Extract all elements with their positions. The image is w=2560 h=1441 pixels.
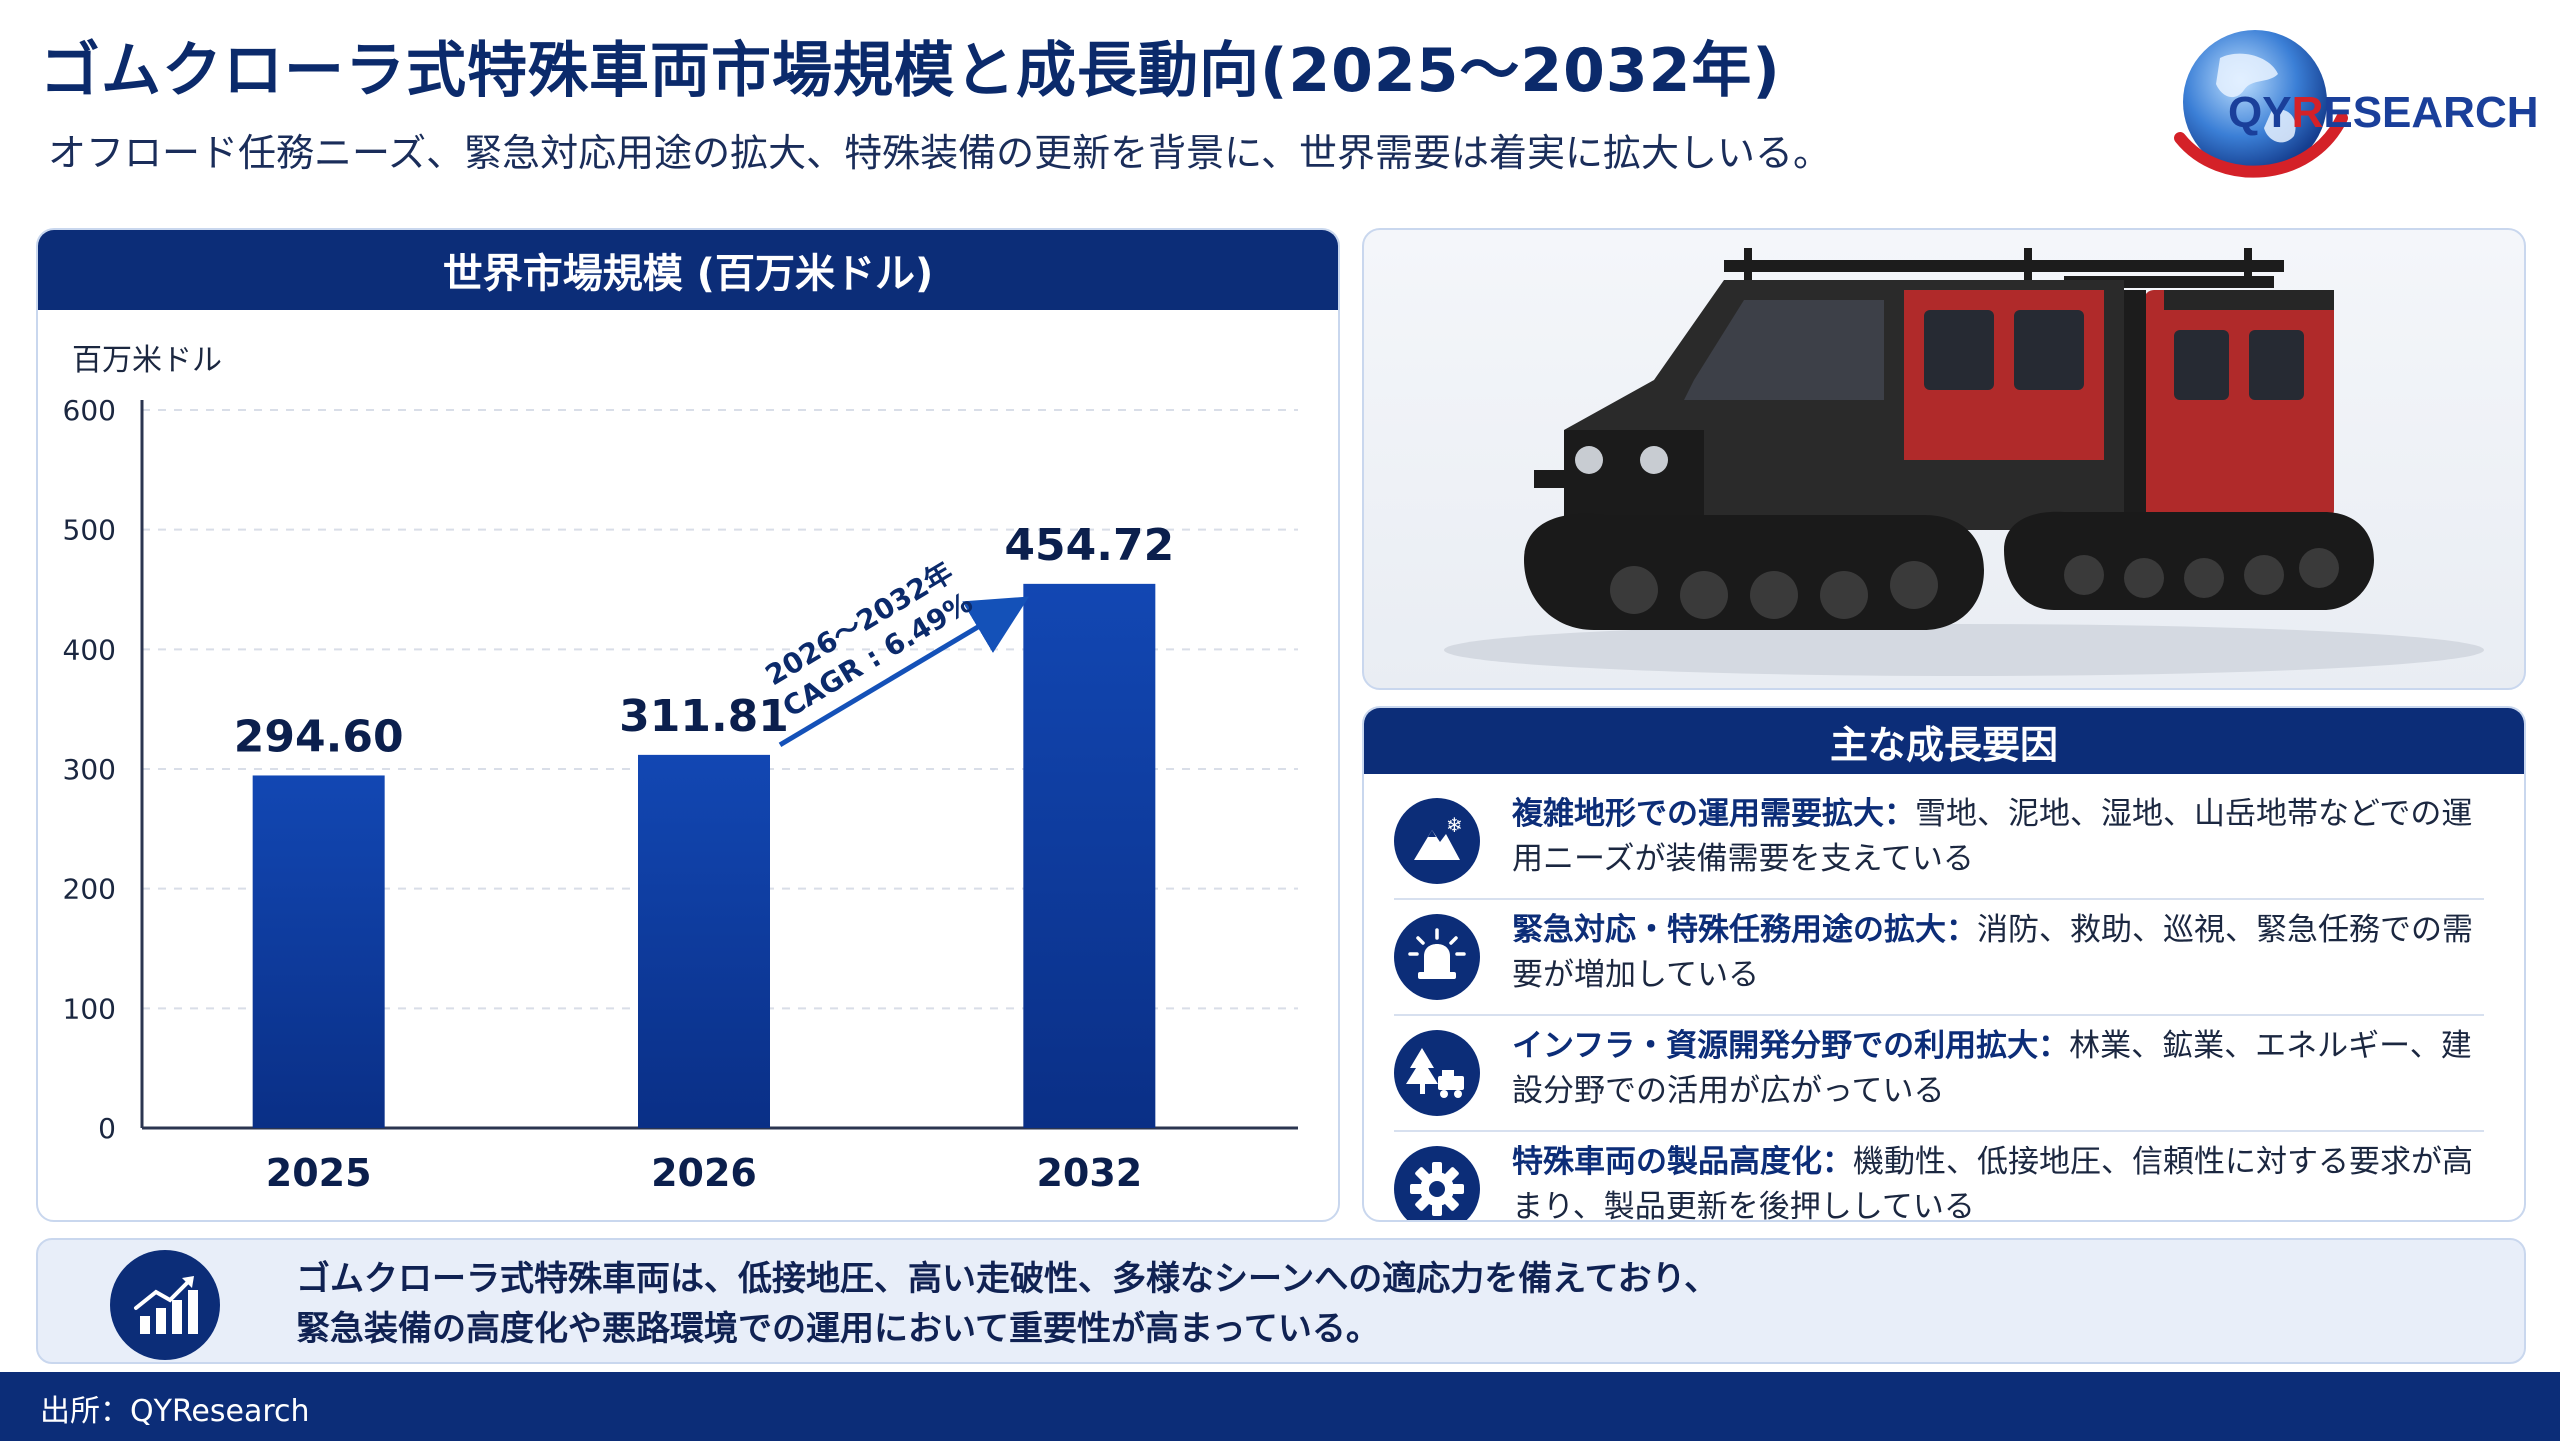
driver-desc: 雪地、泥地、湿地、山岳地帯などでの運用ニーズが装備需要を支えている [1512, 796, 2473, 877]
driver-title: インフラ・資源開発分野での利用拡大： [1512, 1028, 2070, 1064]
summary-line-2: 緊急装備の高度化や悪路環境での運用において重要性が高まっている。 [296, 1309, 1380, 1349]
logo-qy: QY [2228, 88, 2292, 137]
growth-chart-icon [110, 1250, 220, 1360]
driver-item: インフラ・資源開発分野での利用拡大：林業、鉱業、エネルギー、建設分野での活用が広… [1394, 1018, 2498, 1128]
gear-icon [1394, 1146, 1480, 1220]
tracked-vehicle-illustration [1444, 248, 2484, 676]
driver-item: 特殊車両の製品高度化：機動性、低接地圧、信頼性に対する要求が高まり、製品更新を後… [1394, 1134, 2498, 1222]
bar [252, 775, 385, 1128]
data-label: 454.72 [1004, 520, 1174, 571]
page-subtitle: オフロード任務ニーズ、緊急対応用途の拡大、特殊装備の更新を背景に、世界需要は着実… [48, 131, 1831, 175]
x-tick-label: 2032 [1036, 1151, 1142, 1195]
driver-title: 緊急対応・特殊任務用途の拡大： [1512, 912, 1977, 948]
vehicle-photo [1362, 228, 2526, 690]
svg-text:❄: ❄ [1446, 813, 1463, 837]
y-tick-label: 400 [63, 633, 116, 666]
mountain-snow-icon: ❄ [1394, 798, 1480, 884]
y-tick-label: 300 [63, 753, 116, 786]
x-tick-label: 2026 [651, 1151, 757, 1195]
summary-line-1: ゴムクローラ式特殊車両は、低接地圧、高い走破性、多様なシーンへの適応力を備えてお… [296, 1259, 1719, 1299]
y-tick-label: 500 [63, 514, 116, 547]
logo-r: R [2291, 88, 2324, 137]
bar [638, 754, 770, 1128]
y-tick-label: 0 [98, 1112, 116, 1145]
qyresearch-logo: QYRESEARCH [2160, 18, 2540, 188]
page-title: ゴムクローラ式特殊車両市場規模と成長動向(2025～2032年) [40, 36, 1781, 106]
x-tick-label: 2025 [266, 1151, 372, 1195]
emergency-light-icon [1394, 914, 1480, 1000]
data-label: 311.81 [619, 691, 789, 742]
y-tick-label: 600 [63, 394, 116, 427]
driver-title: 特殊車両の製品高度化： [1512, 1144, 1853, 1180]
source-note: 出所：QYResearch [40, 1394, 310, 1429]
globe-icon [2174, 30, 2348, 178]
summary-box: ゴムクローラ式特殊車両は、低接地圧、高い走破性、多様なシーンへの適応力を備えてお… [36, 1238, 2526, 1364]
y-axis-label: 百万米ドル [72, 343, 222, 378]
growth-drivers-panel: 主な成長要因 ❄ 複雑地形での運用需要拡大：雪地、泥地、湿地、山岳地帯などでの運… [1362, 706, 2526, 1222]
driver-item: ❄ 複雑地形での運用需要拡大：雪地、泥地、湿地、山岳地帯などでの運用ニーズが装備… [1394, 786, 2498, 896]
y-tick-label: 200 [63, 873, 116, 906]
bar [1023, 583, 1156, 1128]
footer-bar: 出所：QYResearch [0, 1372, 2560, 1441]
chart-heading: 世界市場規模 (百万米ドル) [38, 230, 1338, 310]
driver-desc: 林業、鉱業、エネルギー、建設分野での活用が広がっている [1512, 1028, 2472, 1109]
divider [1394, 1014, 2484, 1016]
divider [1394, 1130, 2484, 1132]
driver-item: 緊急対応・特殊任務用途の拡大：消防、救助、巡視、緊急任務での需要が増加している [1394, 902, 2498, 1012]
y-tick-label: 100 [63, 992, 116, 1025]
driver-desc: 機動性、低接地圧、信頼性に対する要求が高まり、製品更新を後押ししている [1512, 1144, 2473, 1222]
data-label: 294.60 [234, 711, 404, 762]
driver-desc: 消防、救助、巡視、緊急任務での需要が増加している [1512, 912, 2473, 993]
tree-vehicle-icon [1394, 1030, 1480, 1116]
bar-chart: 百万米ドル 0 100 200 300 400 500 600 294.60 2025 311.81… [63, 343, 1298, 1195]
divider [1394, 898, 2484, 900]
cagr-arrow [778, 596, 1030, 748]
logo-rest: ESEARCH [2323, 88, 2539, 137]
drivers-heading: 主な成長要因 [1364, 708, 2524, 774]
chart-panel: 百万米ドル 0 100 200 300 400 500 600 294.60 2025 311.81… [36, 228, 1340, 1222]
driver-title: 複雑地形での運用需要拡大： [1512, 796, 1915, 832]
